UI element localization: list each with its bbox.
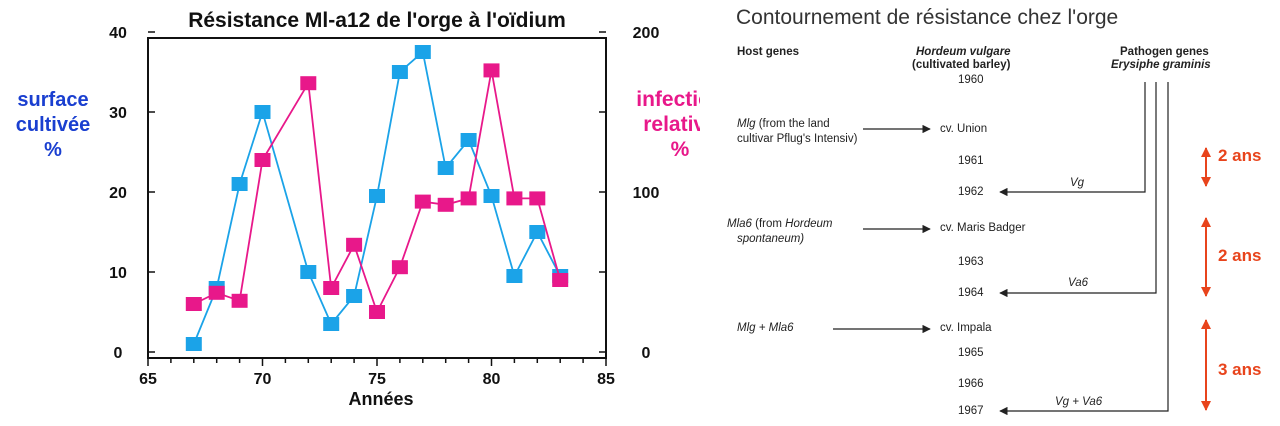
y-axis-left-label-line-3: %	[44, 139, 62, 161]
y-left-tick-label: 10	[109, 265, 127, 282]
series-2-point	[185, 297, 202, 311]
series-2-point	[369, 305, 385, 319]
host-gene-2-from: (from	[751, 218, 786, 230]
y-left-tick-label: 30	[109, 105, 127, 122]
series-2-point	[254, 153, 271, 167]
pathogen-2-arrow	[999, 82, 1157, 298]
series-1-point	[437, 161, 454, 175]
series-1-point	[323, 317, 340, 331]
series-1-point	[506, 269, 523, 283]
x-tick-label: 85	[597, 371, 615, 388]
header-pathogen-line-1: Pathogen genes	[1120, 46, 1209, 58]
cultivar-maris-badger: cv. Maris Badger	[940, 222, 1026, 234]
diagram-title: Contournement de résistance chez l'orge	[736, 6, 1119, 29]
year-1967: 1967	[958, 405, 984, 417]
series-1-point	[231, 177, 248, 191]
x-tick-label: 70	[254, 371, 272, 388]
series-1-point	[391, 65, 408, 79]
y-axis-right-label-line-2: relative	[643, 113, 700, 136]
y-axis-right-label-line-3: %	[671, 138, 690, 161]
series-2-point	[208, 285, 225, 300]
series-1-point	[346, 289, 363, 303]
series-1-point	[529, 225, 546, 239]
header-pathogen-line-2: Erysiphe graminis	[1111, 59, 1211, 71]
y-axis-right-label-line-1: infection	[636, 88, 700, 111]
series-1-point	[483, 189, 500, 203]
year-1962: 1962	[958, 186, 984, 198]
host-gene-3: Mlg + Mla6	[737, 322, 794, 334]
host-gene-2-species: Hordeum	[785, 218, 833, 230]
series-1-point	[185, 337, 202, 351]
cultivar-union: cv. Union	[940, 123, 988, 135]
y-right-tick-label: 0	[642, 345, 651, 362]
series-2-point	[460, 191, 477, 206]
series-2-point	[231, 293, 248, 308]
pathogen-gene-vg-va6: Vg + Va6	[1055, 396, 1103, 408]
pathogen-1-arrow	[999, 82, 1146, 197]
year-1965: 1965	[958, 347, 984, 359]
x-axis-label: Années	[348, 389, 413, 409]
x-tick-label: 75	[368, 371, 386, 388]
series-2-point	[529, 191, 546, 206]
gap-label-2: 2 ans	[1218, 246, 1262, 265]
y-right-tick-label: 100	[633, 185, 660, 202]
series-1-point	[414, 45, 431, 59]
diagram-arrows	[833, 82, 1211, 416]
resistance-breakdown-diagram: Contournement de résistance chez l'orge …	[700, 0, 1280, 426]
year-1966: 1966	[958, 378, 984, 390]
cultivar-impala: cv. Impala	[940, 322, 992, 334]
series-1-point	[369, 189, 385, 203]
host-gene-1-line-2: cultivar Pflug's Intensiv)	[737, 133, 858, 145]
series-2-point	[552, 273, 569, 287]
x-tick-label: 80	[483, 371, 501, 388]
chart-title: Résistance Ml-a12 de l'orge à l'oïdium	[188, 9, 566, 32]
pathogen-3-arrow	[999, 82, 1169, 416]
host-gene-1: Mlg (from the land	[737, 117, 830, 132]
y-axis-left-label-line-2: cultivée	[16, 114, 90, 136]
series-1-point	[254, 105, 271, 119]
pathogen-gene-vg: Vg	[1070, 177, 1085, 189]
y-axis-left-label-line-1: surface	[17, 89, 88, 111]
series-2-point	[414, 194, 431, 209]
y-right-tick-label: 200	[633, 25, 660, 42]
series-2-point	[483, 63, 500, 78]
header-hordeum-line-1: Hordeum vulgare	[916, 46, 1011, 58]
y-left-tick-label: 40	[109, 25, 127, 42]
series-2-point	[323, 281, 340, 295]
host-gene-1-name: Mlg	[737, 118, 756, 130]
series-1-point	[300, 265, 317, 279]
header-hordeum-line-2: (cultivated barley)	[912, 59, 1011, 71]
header-host-genes: Host genes	[737, 46, 799, 58]
gap-label-1: 2 ans	[1218, 146, 1262, 165]
series-2-point	[346, 237, 363, 252]
year-1960: 1960	[958, 74, 984, 86]
year-1964: 1964	[958, 287, 984, 299]
series-2-point	[506, 191, 523, 206]
year-1961: 1961	[958, 155, 984, 167]
series-1-point	[460, 133, 477, 147]
gap-label-3: 3 ans	[1218, 360, 1262, 379]
series-2-point	[437, 197, 454, 212]
host-gene-1-source: (from the land	[755, 118, 830, 130]
y-left-tick-label: 20	[109, 185, 127, 202]
host-gene-2-name: Mla6	[727, 218, 752, 230]
x-tick-label: 65	[139, 371, 157, 388]
series-2-point	[391, 260, 408, 275]
year-1963: 1963	[958, 256, 984, 268]
series-2-line	[193, 70, 562, 315]
host-gene-2: Mla6 (from Hordeum	[727, 217, 832, 232]
pathogen-gene-va6: Va6	[1068, 277, 1089, 289]
host-gene-2-line-2: spontaneum)	[737, 233, 805, 245]
y-left-tick-label: 0	[114, 345, 123, 362]
chart: Résistance Ml-a12 de l'orge à l'oïdium 6…	[16, 9, 700, 409]
series-1-line	[192, 50, 561, 345]
series-2-point	[300, 76, 317, 91]
